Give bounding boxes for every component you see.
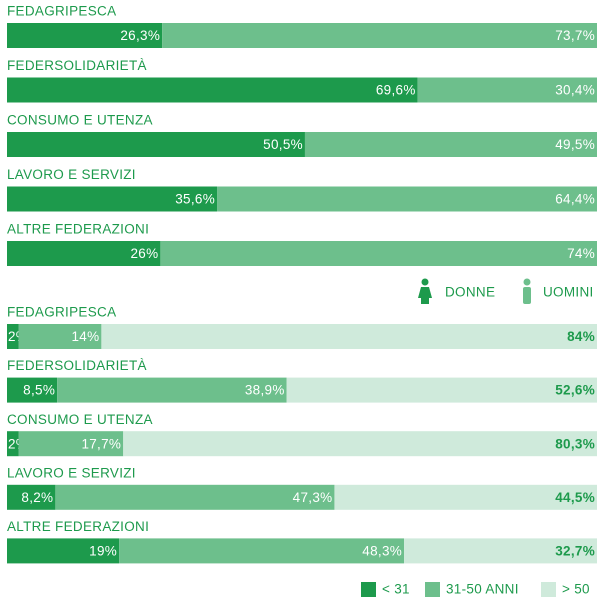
bar-segment <box>7 132 305 157</box>
bar-segment <box>404 538 597 564</box>
value-label: 47,3% <box>293 490 333 505</box>
bar-segment <box>7 23 163 48</box>
bar-segment <box>160 241 597 266</box>
legend-swatch <box>361 582 376 597</box>
legend-swatch <box>541 582 556 597</box>
bar-segment <box>7 324 19 349</box>
bar-segment <box>7 431 19 457</box>
legend-label: < 31 <box>382 582 410 597</box>
category-label: LAVORO E SERVIZI <box>7 167 136 182</box>
value-label: 84% <box>567 329 595 344</box>
bar-segment <box>7 484 56 510</box>
value-label: 52,6% <box>555 383 595 398</box>
category-label: ALTRE FEDERAZIONI <box>7 519 149 534</box>
bar-segment <box>7 186 218 212</box>
value-label: 30,4% <box>555 83 595 98</box>
value-label: 44,5% <box>555 490 595 505</box>
bar-segment <box>119 538 405 564</box>
bar-segment <box>162 23 598 48</box>
legend-label: 31-50 ANNI <box>446 582 519 597</box>
bar-segment <box>286 377 597 403</box>
category-label: CONSUMO E UTENZA <box>7 113 153 128</box>
female-icon <box>418 278 432 304</box>
bar-segment <box>18 431 124 457</box>
value-label: 8,2% <box>21 490 53 505</box>
value-label: 17,7% <box>81 436 121 451</box>
value-label: 26,3% <box>120 28 160 43</box>
value-label: 74% <box>567 246 595 261</box>
bar-segment <box>7 77 418 103</box>
bar-segment <box>417 77 597 103</box>
category-label: FEDAGRIPESCA <box>7 305 116 320</box>
category-label: FEDERSOLIDARIETÀ <box>7 358 147 373</box>
bar-segment <box>55 484 335 510</box>
legend-label: > 50 <box>562 582 590 597</box>
value-label: 8,5% <box>23 383 55 398</box>
bar-segment <box>123 431 597 457</box>
value-label: 69,6% <box>376 83 416 98</box>
bar-segment <box>101 324 598 349</box>
legend-label: UOMINI <box>543 285 594 300</box>
category-label: FEDAGRIPESCA <box>7 4 116 19</box>
bar-segment <box>7 241 161 266</box>
bar-segment <box>304 132 597 157</box>
bar-segment <box>18 324 102 349</box>
bar-segment <box>334 484 597 510</box>
value-label: 50,5% <box>263 137 303 152</box>
value-label: 26% <box>130 246 158 261</box>
male-icon <box>523 278 531 304</box>
value-label: 19% <box>89 543 117 558</box>
bar-segment <box>7 377 58 403</box>
bar-segment <box>57 377 287 403</box>
value-label: 32,7% <box>555 543 595 558</box>
category-label: FEDERSOLIDARIETÀ <box>7 58 147 73</box>
bar-segment <box>217 186 598 212</box>
value-label: 38,9% <box>245 383 285 398</box>
value-label: 35,6% <box>175 192 215 207</box>
category-label: LAVORO E SERVIZI <box>7 465 136 480</box>
category-label: CONSUMO E UTENZA <box>7 412 153 427</box>
value-label: 80,3% <box>555 436 595 451</box>
value-label: 49,5% <box>555 137 595 152</box>
legend-label: DONNE <box>445 285 495 300</box>
value-label: 64,4% <box>555 192 595 207</box>
bar-segment <box>7 538 120 564</box>
value-label: 14% <box>71 329 99 344</box>
legend-swatch <box>425 582 440 597</box>
value-label: 73,7% <box>555 28 595 43</box>
category-label: ALTRE FEDERAZIONI <box>7 222 149 237</box>
value-label: 48,3% <box>362 543 402 558</box>
